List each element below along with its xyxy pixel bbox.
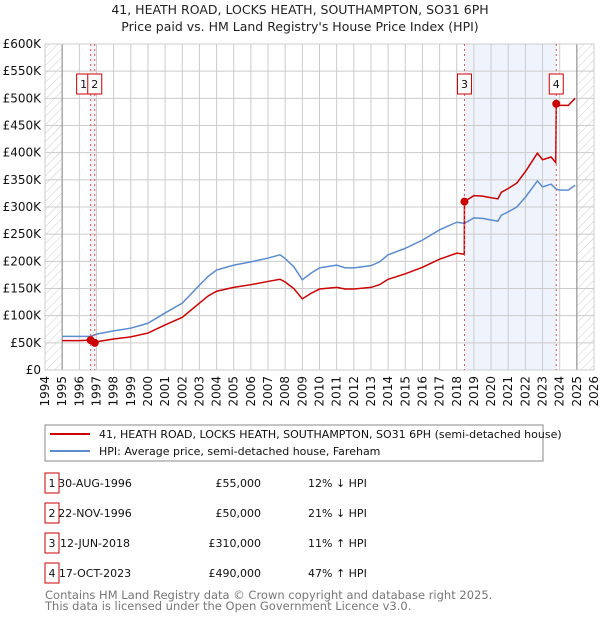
table-row-price: £55,000	[216, 477, 262, 490]
table-row-badge	[44, 472, 60, 494]
y-tick-label: £350K	[3, 173, 43, 187]
y-tick-label: £450K	[3, 119, 43, 133]
y-tick-label: £600K	[3, 37, 43, 51]
x-tick-label: 2001	[158, 376, 172, 407]
x-tick-label: 1997	[89, 376, 103, 407]
chart-title: 41, HEATH ROAD, LOCKS HEATH, SOUTHAMPTON…	[111, 2, 488, 17]
legend-box	[44, 424, 544, 462]
footer-licence: This data is licensed under the Open Gov…	[44, 599, 411, 613]
x-tick-label: 2013	[364, 376, 378, 407]
sales-table: 1 30-AUG-1996 £55,000 12% ↓ HPI 2 22-NOV-1996…	[44, 472, 367, 584]
sale-point	[552, 99, 561, 108]
table-row-date: 22-NOV-1996	[58, 507, 132, 520]
y-tick-label: £500K	[3, 91, 43, 105]
table-row-hpi-diff: 12% ↓ HPI	[308, 477, 367, 490]
table-row-badge	[44, 532, 60, 554]
x-tick-label: 2019	[467, 376, 481, 407]
y-tick-label: £100K	[3, 309, 43, 323]
sale-label-number: 2	[91, 78, 98, 91]
legend-label-property: 41, HEATH ROAD, LOCKS HEATH, SOUTHAMPTON…	[99, 428, 562, 441]
x-tick-label: 1999	[124, 376, 138, 407]
table-row-hpi-diff: 11% ↑ HPI	[308, 537, 367, 550]
sale-point	[460, 197, 469, 206]
y-tick-label: £150K	[3, 282, 43, 296]
x-tick-label: 2005	[227, 376, 241, 407]
x-tick-label: 2015	[398, 376, 412, 407]
x-tick-label: 2002	[175, 376, 189, 407]
x-tick-label: 2007	[261, 376, 275, 407]
table-row-number: 4	[49, 567, 56, 580]
x-tick-label: 2017	[433, 376, 447, 407]
y-tick-label: £550K	[3, 64, 43, 78]
y-tick-label: £0	[26, 363, 41, 377]
x-tick-label: 2026	[587, 376, 600, 407]
x-tick-label: 2004	[210, 376, 224, 407]
sale-label-box	[548, 73, 564, 95]
x-tick-label: 1995	[55, 376, 69, 407]
property-price-line	[62, 97, 576, 344]
table-row-price: £490,000	[209, 567, 262, 580]
table-row-date: 30-AUG-1996	[58, 477, 132, 490]
x-tick-label: 2020	[484, 376, 498, 407]
sale-label-box	[87, 73, 103, 95]
sale-point	[90, 338, 99, 347]
x-tick-label: 2011	[330, 376, 344, 407]
x-tick-label: 2022	[518, 376, 532, 407]
sale-label-box	[456, 73, 472, 95]
hpi-line	[62, 179, 576, 338]
y-tick-label: £400K	[3, 146, 43, 160]
x-tick-label: 1998	[107, 376, 121, 407]
sale-label-number: 3	[461, 78, 468, 91]
x-tick-label: 2016	[415, 376, 429, 407]
x-tick-label: 2009	[295, 376, 309, 407]
table-row-date: 12-JUN-2018	[60, 537, 130, 550]
x-tick-label: 2006	[244, 376, 258, 407]
table-row-price: £310,000	[209, 537, 262, 550]
table-row-number: 3	[49, 537, 56, 550]
x-tick-label: 1994	[38, 376, 52, 407]
table-row-hpi-diff: 21% ↓ HPI	[308, 507, 367, 520]
x-tick-label: 2018	[450, 376, 464, 407]
x-tick-label: 2008	[278, 376, 292, 407]
legend: 41, HEATH ROAD, LOCKS HEATH, SOUTHAMPTON…	[44, 424, 562, 462]
x-tick-label: 1996	[72, 376, 86, 407]
y-tick-label: £50K	[10, 336, 42, 350]
x-tick-label: 2025	[570, 376, 584, 407]
x-tick-label: 2003	[192, 376, 206, 407]
sale-label-number: 1	[80, 78, 87, 91]
legend-label-hpi: HPI: Average price, semi-detached house,…	[99, 445, 380, 458]
table-row-price: £50,000	[216, 507, 262, 520]
table-row-badge	[44, 502, 60, 524]
y-tick-label: £250K	[3, 227, 43, 241]
table-row-badge	[44, 562, 60, 584]
chart-subtitle: Price paid vs. HM Land Registry's House …	[121, 19, 478, 34]
x-tick-label: 2012	[347, 376, 361, 407]
footer-copyright: Contains HM Land Registry data © Crown c…	[45, 588, 492, 602]
table-row-number: 2	[49, 507, 56, 520]
table-row-date: 17-OCT-2023	[59, 567, 131, 580]
x-tick-label: 2023	[536, 376, 550, 407]
x-tick-label: 2010	[313, 376, 327, 407]
table-row-number: 1	[49, 477, 56, 490]
x-tick-label: 2021	[501, 376, 515, 407]
y-tick-label: £300K	[3, 200, 43, 214]
sale-label-number: 4	[553, 78, 560, 91]
table-row-hpi-diff: 47% ↑ HPI	[308, 567, 367, 580]
x-tick-label: 2024	[553, 376, 567, 407]
x-tick-label: 2000	[141, 376, 155, 407]
y-tick-label: £200K	[3, 254, 43, 268]
plot-border	[44, 43, 595, 371]
x-tick-label: 2014	[381, 376, 395, 407]
